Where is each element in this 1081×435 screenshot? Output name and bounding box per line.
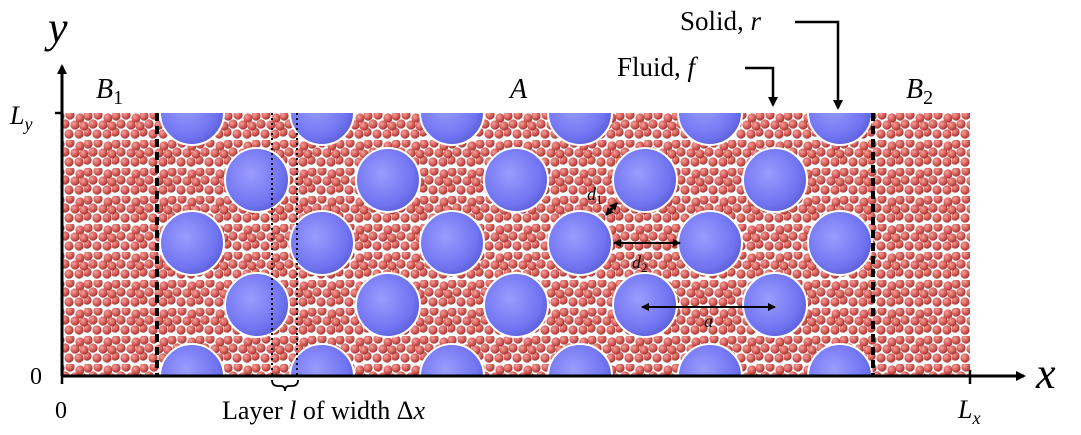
solid-obstacle: [160, 81, 224, 145]
solid-obstacle: [808, 211, 872, 275]
solid-obstacle: [678, 211, 742, 275]
solid-obstacle: [356, 148, 420, 212]
region-label: A: [508, 74, 528, 105]
solid-obstacle: [290, 81, 354, 145]
solid-obstacle: [613, 273, 677, 337]
solid-obstacle: [743, 273, 807, 337]
solid-obstacle: [548, 81, 612, 145]
solid-obstacle: [225, 148, 289, 212]
solid-obstacle: [743, 148, 807, 212]
label-symbol: l: [289, 396, 296, 425]
label-symbol: Δ: [397, 396, 414, 425]
solid-obstacle: [548, 211, 612, 275]
y-origin-label: 0: [30, 364, 42, 390]
fluid-label: Fluid, f: [617, 52, 699, 82]
label-symbol: x: [412, 396, 425, 425]
fluid-arrow: [745, 68, 773, 105]
label-text: of width: [296, 396, 396, 425]
solid-obstacle: [290, 211, 354, 275]
layer-label: Layer l of width Δx: [222, 396, 425, 425]
label-sub: y: [22, 114, 32, 134]
solid-obstacle: [225, 273, 289, 337]
region-label: B1: [96, 74, 123, 109]
layer-brace: [272, 380, 298, 391]
label-sub: 1: [596, 192, 603, 207]
region-label: B2: [906, 74, 933, 109]
label-text: Solid,: [680, 6, 751, 36]
x-end-label: Lx: [957, 395, 980, 428]
y-top-label: Ly: [9, 101, 32, 134]
label-text: Layer: [222, 396, 289, 425]
solid-obstacle: [356, 273, 420, 337]
solid-arrow: [795, 22, 838, 108]
y-axis-label: y: [44, 3, 68, 52]
solid-label: Solid, r: [680, 6, 762, 36]
a-label: a: [704, 311, 713, 331]
figure: y x Ly 0 0 Lx B1 A B2 Fluid, f Solid, r …: [0, 0, 1081, 435]
label-sub: 2: [641, 260, 648, 275]
solid-obstacle: [613, 148, 677, 212]
solid-obstacle: [420, 211, 484, 275]
solid-obstacle: [678, 81, 742, 145]
label-symbol: r: [751, 6, 762, 36]
label-sub: 2: [923, 87, 933, 109]
x-origin-label: 0: [55, 398, 67, 424]
x-axis-label: x: [1035, 349, 1056, 398]
solid-obstacle: [484, 148, 548, 212]
label-main: L: [957, 395, 972, 424]
solid-obstacle: [420, 81, 484, 145]
label-main: B: [906, 74, 923, 105]
solid-obstacle: [160, 211, 224, 275]
label-sub: 1: [113, 87, 123, 109]
label-symbol: f: [688, 52, 699, 82]
solid-obstacle: [484, 273, 548, 337]
label-main: L: [9, 101, 24, 130]
label-text: Fluid,: [617, 52, 688, 82]
solid-obstacle: [808, 81, 872, 145]
label-main: B: [96, 74, 113, 105]
label-sub: x: [971, 408, 980, 428]
